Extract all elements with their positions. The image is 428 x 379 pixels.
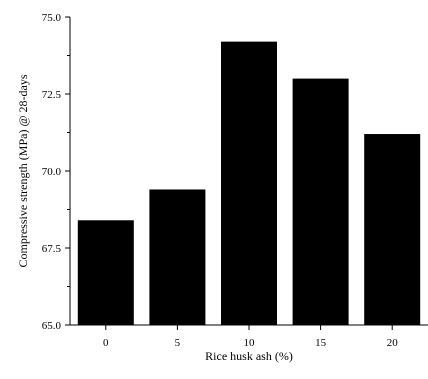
y-tick-label: 65.0	[42, 320, 62, 332]
bar-20	[364, 134, 421, 325]
x-tick-label: 10	[244, 337, 256, 349]
bars-group	[77, 41, 421, 325]
x-tick-label: 0	[103, 337, 109, 349]
y-tick-label: 75.0	[42, 12, 62, 24]
bar-10	[221, 41, 277, 325]
y-axis-label: Compressive strength (MPa) @ 28-days	[16, 74, 30, 267]
y-tick-label: 70.0	[42, 166, 62, 178]
bar-15	[292, 78, 349, 325]
bar-0	[77, 220, 134, 325]
bar-5	[149, 189, 206, 325]
x-tick-label: 15	[315, 337, 327, 349]
y-tick-label: 67.5	[42, 243, 62, 255]
x-axis-label: Rice husk ash (%)	[205, 349, 293, 363]
y-tick-label: 72.5	[42, 89, 62, 101]
x-tick-label: 5	[175, 337, 181, 349]
ticks-group: 0 5 10 15 20 65.0 67.5 70.0 72.5 75.0	[42, 12, 398, 349]
x-tick-label: 20	[387, 337, 399, 349]
